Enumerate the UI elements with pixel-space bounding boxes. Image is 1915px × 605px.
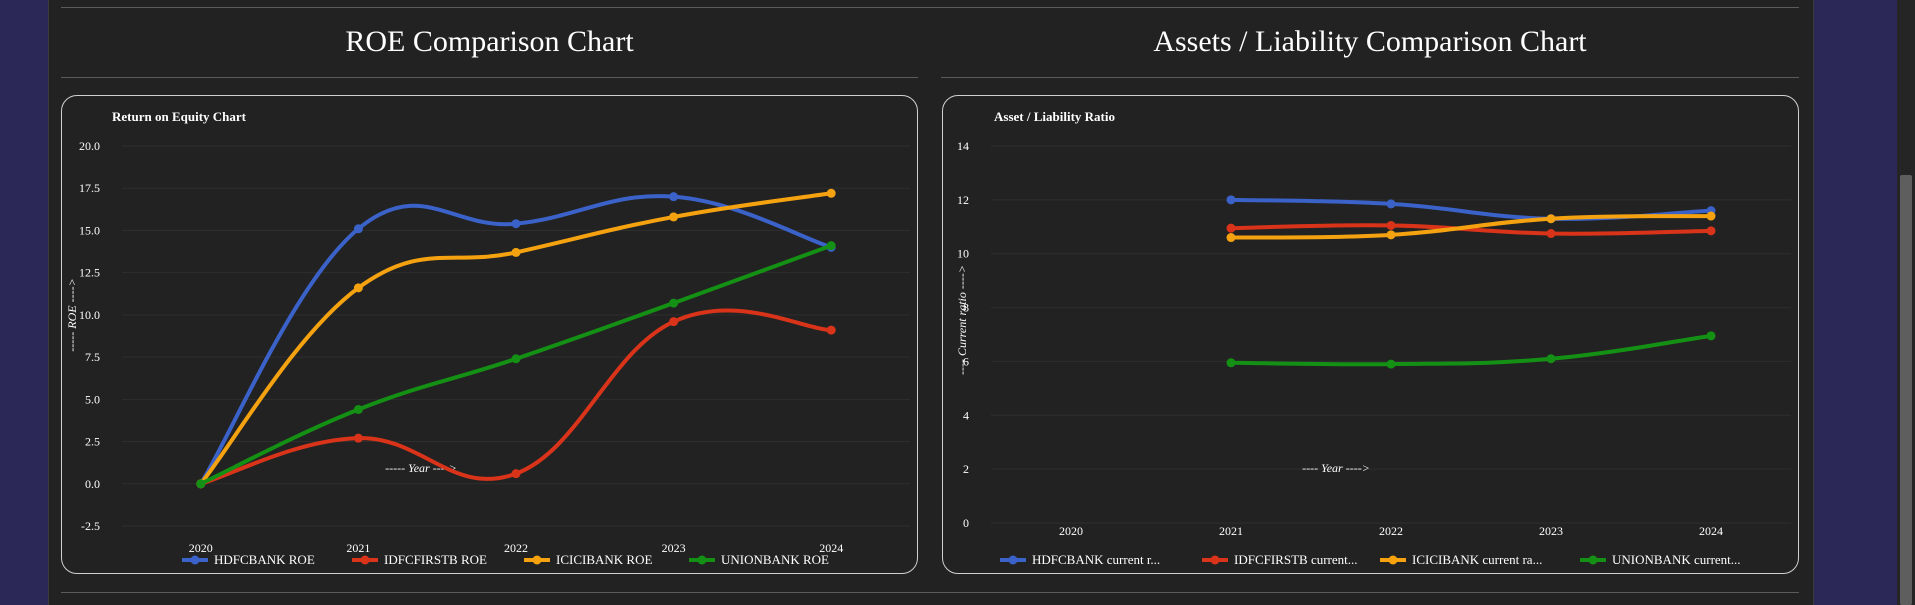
data-point bbox=[826, 241, 836, 251]
legend-label[interactable]: HDFCBANK ROE bbox=[214, 552, 315, 567]
legend-label[interactable]: ICICIBANK current ra... bbox=[1412, 552, 1542, 567]
data-point bbox=[1546, 229, 1556, 239]
data-point bbox=[669, 317, 679, 327]
roe-section-title: ROE Comparison Chart bbox=[345, 25, 634, 58]
legend-marker[interactable] bbox=[190, 555, 200, 565]
x-tick-label: 2023 bbox=[662, 541, 686, 555]
data-point bbox=[1706, 211, 1716, 221]
x-tick-label: 2022 bbox=[1379, 524, 1403, 538]
data-point bbox=[353, 224, 363, 234]
chart-title: Return on Equity Chart bbox=[112, 109, 247, 124]
y-tick-label: 4 bbox=[963, 408, 969, 422]
legend-marker[interactable] bbox=[532, 555, 542, 565]
legend-marker[interactable] bbox=[1388, 555, 1398, 565]
roe-title-underline bbox=[61, 77, 918, 78]
data-point bbox=[1226, 223, 1236, 233]
y-tick-label: 5.0 bbox=[85, 392, 100, 406]
series-line-0 bbox=[198, 194, 834, 486]
series-line-1 bbox=[198, 308, 834, 486]
data-point bbox=[1706, 226, 1716, 236]
y-tick-label: 12 bbox=[957, 193, 969, 207]
y-tick-label: 10.0 bbox=[79, 308, 100, 322]
x-tick-label: 2022 bbox=[504, 541, 528, 555]
y-tick-label: 15.0 bbox=[79, 223, 100, 237]
legend-label[interactable]: IDFCFIRSTB current... bbox=[1234, 552, 1358, 567]
x-tick-label: 2020 bbox=[189, 541, 213, 555]
data-point bbox=[826, 325, 836, 335]
y-axis-label: ---- Current ratio ----> bbox=[955, 265, 969, 375]
y-tick-label: 20.0 bbox=[79, 139, 100, 153]
y-tick-label: 8 bbox=[963, 301, 969, 315]
data-point bbox=[196, 479, 206, 489]
series-line-2 bbox=[1229, 214, 1713, 240]
y-tick-label: 6 bbox=[963, 354, 969, 368]
data-point bbox=[669, 192, 679, 202]
bottom-divider bbox=[61, 592, 1799, 593]
y-axis-label: ----- ROE ----> bbox=[65, 278, 79, 351]
roe-chart-box: Return on Equity Chart 20.0 17.5 15.0 12.5 10… bbox=[61, 95, 918, 574]
y-tick-label: 17.5 bbox=[79, 181, 100, 195]
legend-marker[interactable] bbox=[1210, 555, 1220, 565]
data-point bbox=[826, 188, 836, 198]
top-divider bbox=[61, 7, 1799, 8]
data-point bbox=[1226, 358, 1236, 368]
data-point bbox=[669, 298, 679, 308]
assets-chart-box: Asset / Liability Ratio 14 12 10 8 6 4 2 0 2020 20… bbox=[942, 95, 1799, 574]
data-point bbox=[353, 283, 363, 293]
data-point bbox=[1386, 220, 1396, 230]
data-point bbox=[353, 433, 363, 443]
y-tick-label: 14 bbox=[957, 139, 969, 153]
legend-label[interactable]: HDFCBANK current r... bbox=[1032, 552, 1160, 567]
x-tick-label: 2024 bbox=[1699, 524, 1723, 538]
x-tick-label: 2021 bbox=[1219, 524, 1243, 538]
legend-marker[interactable] bbox=[1008, 555, 1018, 565]
data-point bbox=[1546, 354, 1556, 364]
y-tick-label: 7.5 bbox=[85, 350, 100, 364]
data-point bbox=[511, 247, 521, 257]
y-tick-label: 0 bbox=[963, 516, 969, 530]
x-tick-label: 2023 bbox=[1539, 524, 1563, 538]
legend-label[interactable]: UNIONBANK current... bbox=[1612, 552, 1741, 567]
y-tick-label: 10 bbox=[957, 247, 969, 261]
x-tick-label: 2024 bbox=[819, 541, 843, 555]
legend-label[interactable]: UNIONBANK ROE bbox=[721, 552, 829, 567]
data-point bbox=[1226, 195, 1236, 205]
chart-title: Asset / Liability Ratio bbox=[994, 109, 1115, 124]
x-tick-label: 2021 bbox=[346, 541, 370, 555]
assets-title-underline bbox=[941, 77, 1799, 78]
data-point bbox=[511, 354, 521, 364]
assets-section-title: Assets / Liability Comparison Chart bbox=[1153, 25, 1587, 58]
data-point bbox=[511, 469, 521, 479]
series-line-2 bbox=[198, 191, 834, 486]
y-tick-label: 12.5 bbox=[79, 266, 100, 280]
y-tick-label: 2 bbox=[963, 462, 969, 476]
y-tick-label: 2.5 bbox=[85, 435, 100, 449]
x-axis-label: ---- Year ----> bbox=[1302, 461, 1370, 475]
legend-label[interactable]: IDFCFIRSTB ROE bbox=[384, 552, 487, 567]
data-point bbox=[669, 212, 679, 222]
legend-label[interactable]: ICICIBANK ROE bbox=[556, 552, 652, 567]
scrollbar-thumb[interactable] bbox=[1900, 175, 1912, 605]
series-line-1 bbox=[1229, 223, 1713, 236]
y-tick-label: -2.5 bbox=[81, 519, 100, 533]
data-point bbox=[1386, 359, 1396, 369]
series-line-3 bbox=[1229, 333, 1713, 367]
roe-chart: Return on Equity Chart 20.0 17.5 15.0 12.5 10… bbox=[65, 109, 910, 567]
legend-marker[interactable] bbox=[1588, 555, 1598, 565]
data-point bbox=[511, 219, 521, 229]
x-tick-label: 2020 bbox=[1059, 524, 1083, 538]
legend-marker[interactable] bbox=[697, 555, 707, 565]
legend-marker[interactable] bbox=[360, 555, 370, 565]
data-point bbox=[1706, 331, 1716, 341]
y-tick-label: 0.0 bbox=[85, 477, 100, 491]
data-point bbox=[1226, 233, 1236, 243]
data-point bbox=[1386, 230, 1396, 240]
data-point bbox=[1546, 214, 1556, 224]
data-point bbox=[353, 404, 363, 414]
data-point bbox=[1386, 199, 1396, 209]
